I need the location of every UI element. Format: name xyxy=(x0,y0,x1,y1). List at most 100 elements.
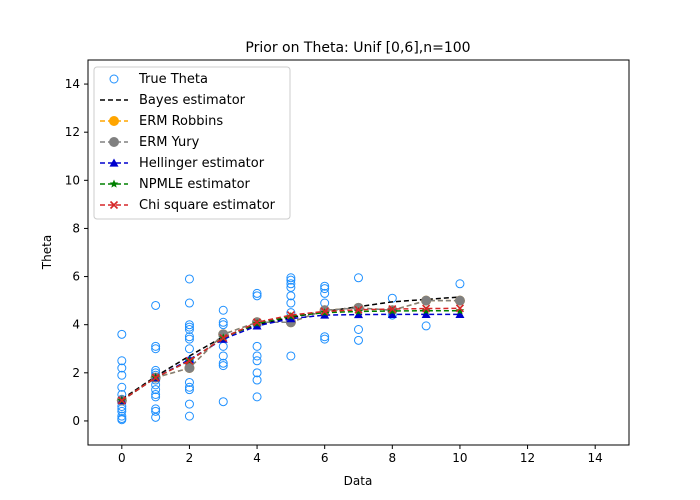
x-tick-label: 2 xyxy=(186,451,194,465)
true-theta-point xyxy=(184,399,194,409)
true-theta-point xyxy=(252,291,262,301)
axes-frame xyxy=(87,59,630,446)
x-tick-label: 6 xyxy=(321,451,329,465)
true-theta-point xyxy=(320,281,330,291)
x-tick-label: 8 xyxy=(388,451,396,465)
true-theta-point xyxy=(286,279,296,289)
legend-label: ERM Robbins xyxy=(139,114,223,129)
series-point xyxy=(421,306,431,315)
legend-marker xyxy=(109,179,119,188)
true-theta-point xyxy=(117,411,127,421)
true-theta-point xyxy=(184,411,194,421)
legend: True Theta Bayes estimator ERM Robbins ERM … xyxy=(93,66,291,220)
legend-entry: Chi square estimator xyxy=(100,198,276,213)
series-point xyxy=(354,310,363,319)
true-theta-point xyxy=(320,284,330,294)
y-axis-label: Theta xyxy=(40,235,54,270)
true-theta-point xyxy=(184,274,194,284)
true-theta-point xyxy=(286,298,296,308)
x-axis-label: Data xyxy=(344,474,373,488)
legend-entry: Hellinger estimator xyxy=(100,156,265,171)
true-theta-point xyxy=(184,382,194,392)
series-point xyxy=(354,306,363,316)
x-tick-label: 10 xyxy=(452,451,467,465)
legend-label: Bayes estimator xyxy=(139,93,246,108)
true-theta-point xyxy=(184,332,194,342)
true-theta-point xyxy=(117,382,127,392)
true-theta-point xyxy=(218,397,228,407)
legend-entry: Bayes estimator xyxy=(100,93,246,108)
true-theta-point xyxy=(252,288,262,298)
series-point xyxy=(252,318,262,327)
y-tick-label: 2 xyxy=(72,366,80,380)
true-theta-point xyxy=(252,351,262,361)
legend-marker xyxy=(109,158,119,167)
x-tick-label: 0 xyxy=(118,451,126,465)
x-tick-label: 14 xyxy=(588,451,603,465)
series-point xyxy=(219,333,228,342)
y-axis: 0 2 4 6 8 10 12 14 xyxy=(65,77,88,428)
true-theta-point xyxy=(151,406,161,416)
true-theta-point xyxy=(151,392,161,402)
y-tick-label: 14 xyxy=(65,77,80,91)
y-tick-label: 8 xyxy=(72,221,80,235)
true-theta-point xyxy=(184,298,194,308)
series-point xyxy=(320,307,329,316)
true-theta-point xyxy=(320,332,330,342)
true-theta-point xyxy=(184,344,194,354)
legend-label: Chi square estimator xyxy=(139,198,276,213)
series-point xyxy=(421,295,432,306)
true-theta-point xyxy=(252,375,262,385)
chart-title: Prior on Theta: Unif [0,6],n=100 xyxy=(245,40,470,56)
series-point xyxy=(286,310,295,320)
true-theta-point xyxy=(286,273,296,283)
true-theta-point xyxy=(286,291,296,301)
series-point xyxy=(422,304,431,313)
true-theta-point xyxy=(184,377,194,387)
series-point xyxy=(151,373,160,382)
series-line xyxy=(121,296,460,400)
series-line xyxy=(121,307,460,402)
y-tick-label: 4 xyxy=(72,318,80,332)
true-theta-point xyxy=(455,279,465,289)
true-theta-point xyxy=(354,325,363,334)
true-theta-point xyxy=(218,358,228,368)
series-point xyxy=(185,356,194,365)
legend-label: True Theta xyxy=(138,72,208,87)
true-theta-point xyxy=(117,370,127,380)
legend-entry: ERM Yury xyxy=(100,135,200,150)
legend-swatch xyxy=(109,74,119,84)
true-theta-point xyxy=(184,325,194,334)
true-theta-point xyxy=(151,385,161,395)
true-theta-point xyxy=(151,341,161,351)
true-theta-point xyxy=(184,320,194,330)
true-theta-point xyxy=(184,322,194,332)
true-theta-point xyxy=(117,329,127,339)
series-point xyxy=(454,295,465,306)
series-point xyxy=(421,309,431,318)
series-point xyxy=(354,305,363,314)
series-point xyxy=(387,309,397,318)
series-0 xyxy=(121,296,460,400)
y-tick-label: 0 xyxy=(72,414,80,428)
true-theta-point xyxy=(151,344,161,354)
true-theta-point xyxy=(286,351,296,361)
legend-box xyxy=(93,66,291,220)
true-theta-point xyxy=(320,288,330,298)
true-theta-point xyxy=(117,415,127,425)
legend-marker xyxy=(109,200,119,210)
true-theta-point xyxy=(117,363,127,373)
legend-label: ERM Yury xyxy=(139,135,200,150)
series-point xyxy=(455,309,465,318)
true-theta-point xyxy=(117,356,127,366)
legend-label: NPMLE estimator xyxy=(139,177,251,192)
true-theta-point xyxy=(218,351,228,361)
y-tick-label: 12 xyxy=(65,125,80,139)
true-theta-point xyxy=(184,334,194,344)
series-point xyxy=(117,396,126,405)
legend-marker xyxy=(109,116,119,126)
series-5 xyxy=(117,304,465,405)
true-theta-point xyxy=(252,368,262,378)
x-tick-label: 4 xyxy=(253,451,261,465)
series-point xyxy=(388,304,397,314)
